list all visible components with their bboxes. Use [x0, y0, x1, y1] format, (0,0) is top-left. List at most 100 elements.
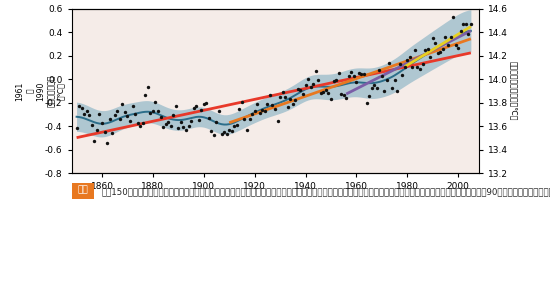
Point: [212, 119, 221, 124]
Point: [281, 95, 290, 100]
Point: [230, 123, 239, 128]
Point: [146, 110, 155, 115]
Point: [131, 111, 140, 116]
Point: [245, 117, 254, 121]
Point: [97, 121, 106, 125]
Point: [421, 47, 430, 52]
Point: [288, 102, 297, 107]
Point: [438, 47, 447, 52]
Point: [294, 87, 302, 92]
Point: [80, 112, 89, 117]
Point: [283, 105, 292, 109]
Point: [377, 74, 386, 79]
Point: [103, 140, 112, 145]
Point: [304, 77, 312, 82]
Point: [329, 78, 338, 83]
Point: [431, 41, 439, 46]
Point: [123, 114, 132, 119]
Point: [321, 88, 330, 93]
Point: [466, 21, 475, 26]
Point: [327, 97, 336, 101]
Point: [380, 89, 389, 93]
Point: [179, 125, 188, 129]
Point: [233, 122, 241, 127]
Point: [286, 96, 295, 101]
Point: [365, 94, 373, 99]
Point: [136, 124, 145, 128]
Point: [118, 102, 127, 107]
Point: [217, 131, 226, 136]
Point: [276, 94, 284, 99]
Point: [225, 127, 234, 132]
Point: [428, 36, 437, 41]
Point: [75, 104, 84, 108]
Point: [268, 102, 277, 107]
Y-axis label: 1961
〜
1990
年の平均との差
（℃）: 1961 〜 1990 年の平均との差 （℃）: [15, 75, 66, 107]
Point: [271, 107, 279, 111]
Point: [444, 43, 453, 48]
Point: [85, 112, 94, 117]
Point: [301, 82, 310, 87]
Point: [120, 110, 129, 114]
Point: [139, 120, 147, 125]
Point: [337, 92, 345, 97]
Point: [253, 102, 262, 106]
Point: [398, 72, 406, 77]
Point: [161, 122, 170, 127]
Point: [258, 107, 267, 112]
Point: [454, 45, 463, 50]
Point: [92, 128, 101, 132]
Point: [243, 128, 251, 132]
Point: [174, 125, 183, 130]
Point: [95, 111, 104, 116]
Point: [324, 91, 333, 96]
Point: [390, 78, 399, 83]
Point: [194, 118, 203, 122]
Point: [273, 119, 282, 123]
Point: [362, 100, 371, 105]
Point: [186, 119, 195, 123]
Point: [169, 112, 178, 117]
Bar: [72, 183, 94, 199]
Point: [166, 124, 175, 128]
Point: [148, 108, 157, 113]
Point: [319, 90, 328, 94]
Point: [416, 66, 425, 71]
Text: 過去150年間の地表面気温の変化（横軸は年、縦軸は気温）。黒の点は年平均値、濃い青色の線は変化を滑らかにしたもので、薄い青色の帯はその「確からしさ」が90％の範: 過去150年間の地表面気温の変化（横軸は年、縦軸は気温）。黒の点は年平均値、濃い…: [102, 187, 550, 196]
Point: [311, 68, 320, 73]
Point: [385, 61, 394, 66]
Point: [207, 128, 216, 133]
Point: [418, 61, 427, 66]
Point: [87, 123, 96, 128]
Point: [205, 116, 213, 120]
Point: [128, 103, 137, 108]
Point: [400, 65, 409, 69]
Point: [296, 88, 305, 92]
Point: [238, 100, 246, 105]
Point: [248, 111, 256, 116]
Point: [441, 35, 450, 40]
Point: [172, 103, 180, 108]
Point: [367, 85, 376, 90]
Point: [306, 84, 315, 89]
Point: [342, 95, 351, 100]
Point: [72, 126, 81, 131]
Point: [158, 125, 167, 130]
Point: [156, 114, 165, 119]
Point: [388, 86, 397, 91]
Point: [410, 48, 419, 52]
Point: [189, 105, 198, 110]
Point: [108, 131, 117, 135]
Point: [260, 109, 269, 114]
Point: [141, 92, 150, 97]
Point: [446, 35, 455, 39]
Point: [314, 77, 323, 82]
Point: [449, 15, 458, 20]
Point: [408, 64, 417, 69]
Point: [82, 109, 91, 114]
Point: [105, 116, 114, 121]
Point: [199, 102, 208, 107]
Point: [78, 105, 86, 110]
Point: [250, 108, 259, 113]
Point: [459, 22, 468, 27]
